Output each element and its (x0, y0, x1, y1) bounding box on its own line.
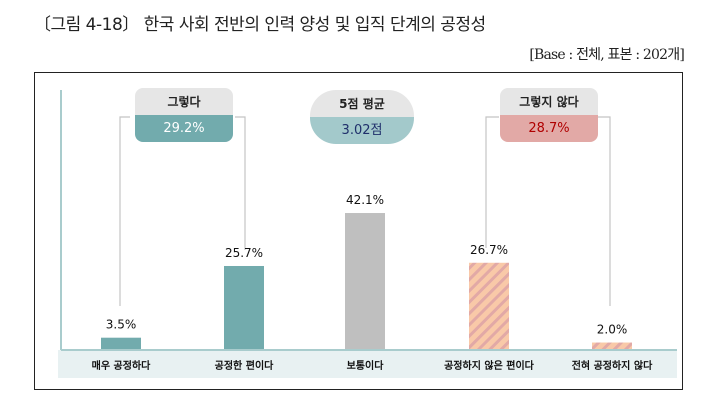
agree-bracket-right (235, 116, 246, 250)
bar (224, 265, 264, 349)
disagree-value: 28.7% (500, 115, 598, 142)
category-label: 전혀 공정하지 않다 (572, 359, 653, 372)
disagree-bracket-left (485, 116, 499, 248)
category-band (58, 350, 677, 378)
agree-bracket-left (119, 116, 130, 306)
bar (469, 262, 509, 349)
data-label: 25.7% (225, 246, 263, 260)
data-label: 42.1% (346, 193, 384, 207)
chart-frame (34, 72, 683, 390)
mean-value: 3.02점 (310, 117, 414, 144)
agree-label: 그렇다 (135, 88, 233, 115)
disagree-label: 그렇지 않다 (500, 88, 598, 115)
disagree-summary-badge: 그렇지 않다 28.7% (500, 88, 598, 142)
bar (345, 213, 385, 349)
base-note: [Base : 전체, 표본 : 202개] (529, 47, 684, 63)
mean-summary-badge: 5점 평균 3.02점 (310, 90, 414, 144)
bar (592, 342, 632, 349)
data-label: 3.5% (106, 318, 137, 332)
bar (101, 337, 141, 349)
category-label: 보통이다 (347, 359, 385, 372)
data-label: 26.7% (470, 243, 508, 257)
category-label: 공정한 편이다 (215, 359, 274, 372)
data-label: 2.0% (597, 323, 628, 337)
figure-title: 〔그림 4-18〕 한국 사회 전반의 인력 양성 및 입직 단계의 공정성 (34, 15, 486, 35)
agree-summary-badge: 그렇다 29.2% (135, 88, 233, 142)
category-label: 매우 공정하다 (92, 359, 151, 372)
category-label: 공정하지 않은 편이다 (444, 359, 535, 372)
agree-value: 29.2% (135, 115, 233, 142)
disagree-bracket-right (598, 116, 611, 306)
mean-label: 5점 평균 (310, 90, 414, 117)
